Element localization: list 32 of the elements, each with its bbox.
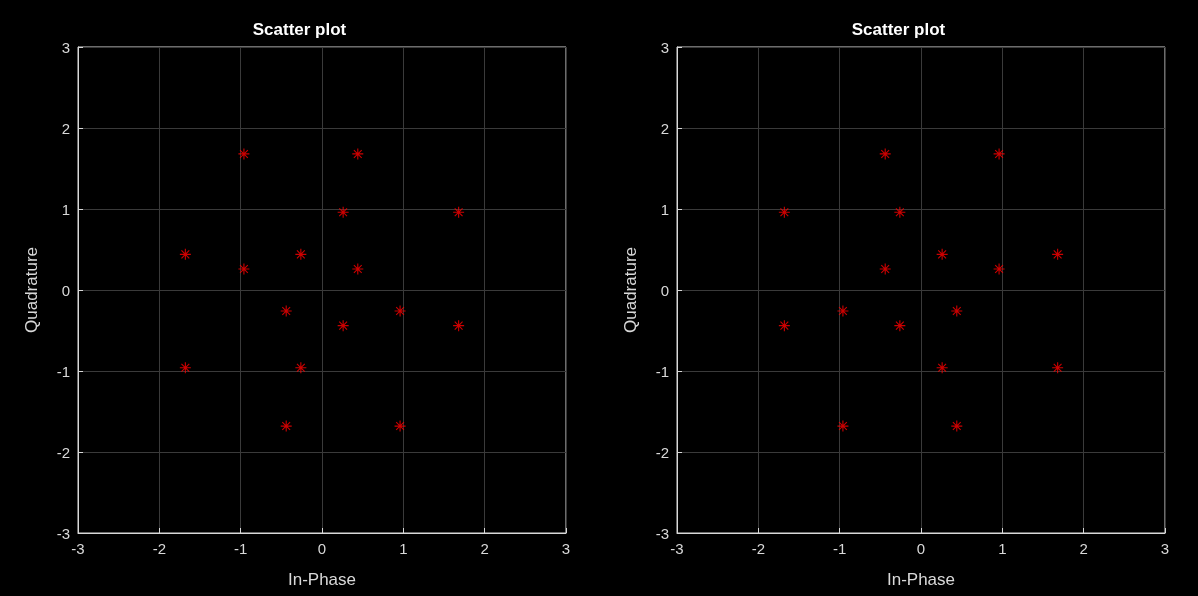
x-tick-label: 2: [480, 540, 489, 557]
x-tick-label: 1: [998, 540, 1007, 557]
y-tick-label: -3: [655, 524, 669, 542]
y-tick-label: 2: [660, 119, 669, 137]
y-tick-label: -2: [56, 443, 70, 461]
x-tick-label: 2: [1079, 540, 1088, 557]
y-tick-label: 0: [61, 281, 70, 299]
y-tick-label: 3: [660, 38, 669, 56]
x-tick-label: 3: [1160, 540, 1170, 557]
y-tick-label: 1: [660, 200, 669, 218]
y-tick-label: 1: [61, 200, 70, 218]
x-tick-label: 3: [561, 540, 571, 557]
y-tick-label: -2: [655, 443, 669, 461]
chart-title: Scatter plot: [252, 20, 347, 39]
x-tick-label: -1: [832, 540, 847, 557]
chart-title: Scatter plot: [851, 20, 946, 39]
y-axis-title: Quadrature: [621, 247, 640, 333]
x-tick-label: -2: [152, 540, 167, 557]
x-tick-label: 1: [399, 540, 408, 557]
y-tick-label: 2: [61, 119, 70, 137]
x-axis-title: In-Phase: [287, 570, 357, 589]
x-tick-label: -1: [233, 540, 248, 557]
x-tick-label: 0: [317, 540, 327, 557]
y-tick-label: 3: [61, 38, 70, 56]
y-axis-title: Quadrature: [22, 247, 41, 333]
x-axis-title: In-Phase: [886, 570, 956, 589]
x-tick-label: 0: [916, 540, 926, 557]
y-tick-label: -1: [56, 362, 70, 380]
y-tick-label: 0: [660, 281, 669, 299]
y-tick-label: -3: [56, 524, 70, 542]
y-tick-label: -1: [655, 362, 669, 380]
x-tick-label: -2: [751, 540, 766, 557]
